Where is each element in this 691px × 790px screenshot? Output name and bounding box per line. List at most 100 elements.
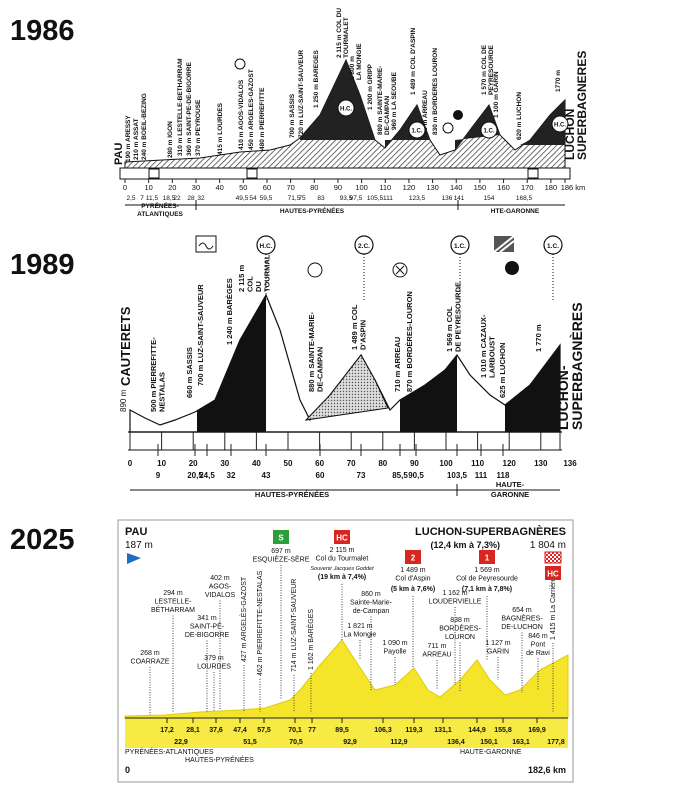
- km-label: 160: [497, 183, 510, 192]
- place-label: 625 m LUCHON: [498, 343, 507, 398]
- climb: [304, 354, 389, 421]
- km-label: 131,1: [434, 727, 452, 734]
- icon: [195, 235, 217, 253]
- year: 1986: [10, 15, 75, 47]
- place-label: 1 162 m: [442, 590, 467, 597]
- km-detail: 136: [442, 195, 453, 202]
- km-label: 155,8: [494, 727, 512, 734]
- km-label: 20: [189, 459, 198, 468]
- km-detail: 111: [383, 195, 393, 202]
- place-label: BAGNÈRES-: [501, 614, 543, 623]
- km-label: 120: [503, 459, 517, 468]
- start-altitude: 890 m: [119, 389, 128, 412]
- place-label: 370 m PEYROUSE: [195, 99, 202, 156]
- km-label: 70,5: [289, 739, 303, 746]
- km-label: 60: [263, 183, 271, 192]
- place-label: 880 m SAINTE-MARIE-: [307, 311, 316, 392]
- icon: [453, 110, 463, 120]
- km-label: 60: [315, 459, 324, 468]
- badge-text: 2: [411, 554, 416, 563]
- km-detail: 18,5: [163, 195, 176, 202]
- km-label: 70: [347, 459, 356, 468]
- region-label: GARONNE: [491, 490, 529, 499]
- note: Souvenir Jacques Goddet: [310, 566, 374, 572]
- badge-text: H.C.: [340, 107, 352, 113]
- place-label: Payolle: [384, 649, 407, 656]
- place-label: DE-CAMPAN: [384, 95, 391, 135]
- place-label: 838 m: [450, 617, 470, 624]
- place-label: 700 m LUZ-SAINT-SAUVEUR: [196, 284, 205, 386]
- icon: [527, 168, 539, 179]
- place-label: 1 489 m: [400, 567, 425, 574]
- place-label: DE-LUCHON: [501, 624, 543, 631]
- place-label: LARBOUST: [488, 336, 497, 378]
- km-detail: 7: [140, 195, 144, 202]
- place-label: 710 m ARREAU: [393, 337, 402, 392]
- km-label: 92,9: [343, 739, 357, 746]
- km-label: 0: [128, 459, 133, 468]
- finish-name: LUCHON-: [555, 365, 571, 430]
- km-detail: 141: [454, 195, 465, 202]
- icon: [493, 235, 515, 253]
- km-label: 163,1: [512, 739, 530, 746]
- km-label: 144,9: [468, 727, 486, 734]
- km-detail: 49,5: [236, 195, 249, 202]
- region-label: HAUTES-PYRÉNÉES: [255, 490, 329, 499]
- place-label: 846 m: [528, 633, 548, 640]
- region-label: ATLANTIQUES: [137, 211, 183, 218]
- icon: [307, 262, 323, 278]
- place-label: AGOS-: [209, 584, 232, 591]
- category-badge: [480, 121, 498, 139]
- place-label: 415 m LOURDES: [217, 102, 224, 155]
- year: 1989: [10, 249, 75, 281]
- km-label: 80: [378, 459, 387, 468]
- km-label: 110: [471, 459, 484, 468]
- km-label: 37,6: [209, 727, 223, 734]
- place-label: 711 m: [428, 643, 447, 650]
- km-label: 186 km: [561, 183, 586, 192]
- category-badge: [479, 550, 495, 564]
- category-badge: [545, 566, 561, 580]
- category-badge: [337, 99, 355, 117]
- region-label: HTE-GARONNE: [491, 208, 540, 215]
- km-detail: 24,5: [199, 471, 215, 480]
- place-label: DU: [254, 281, 263, 292]
- place-label: 480 m PIERREFITTE: [259, 87, 266, 150]
- km-detail: 20,5: [187, 471, 203, 480]
- km-detail: 60: [316, 471, 325, 480]
- place-label: TOURMALET: [263, 245, 272, 292]
- km-label: 40: [215, 183, 223, 192]
- place-label: BORDÈRES-: [439, 624, 481, 633]
- place-label: DE PEYRESOURDE: [454, 282, 463, 352]
- place-label: 880 m SAINTE-MARIE-: [377, 66, 384, 135]
- km-detail: 97,5: [350, 195, 363, 202]
- place-label: 660 m SASSIS: [185, 347, 194, 398]
- badge-text: 2.C.: [358, 243, 370, 250]
- finish-name: SUPERBAGNÈRES: [569, 302, 585, 430]
- place-label: LOURON: [445, 634, 475, 641]
- km-label: 70: [286, 183, 294, 192]
- km-detail: 118: [497, 471, 510, 480]
- badge-text: HC: [336, 534, 348, 543]
- climb: [197, 295, 266, 432]
- place-label: 1 489 m COL D'ASPIN: [410, 28, 417, 95]
- km-detail: 75: [298, 195, 306, 202]
- icon: [246, 168, 258, 179]
- place-label: SAINT-PÉ-: [190, 622, 225, 631]
- profile-1989: [128, 235, 562, 496]
- region-label: HAUTES-PYRÉNÉES: [185, 755, 254, 764]
- place-label: 1 100 m GARIN: [493, 71, 500, 118]
- place-label: 1 569 m: [474, 567, 499, 574]
- km-label: 136,4: [447, 739, 465, 746]
- climb-note: (5 km à 7,6%): [391, 586, 435, 593]
- km-label: 57,5: [257, 727, 271, 734]
- place-label: 1 250 m BAREGES: [313, 50, 320, 108]
- km-detail: 43: [262, 471, 271, 480]
- place-label: COL: [246, 276, 255, 292]
- km-label: 130: [534, 459, 548, 468]
- badge-text: 1.C.: [547, 243, 559, 250]
- place-label: de Ravi: [526, 650, 550, 657]
- km-label: 30: [220, 459, 229, 468]
- place-label: 379 m: [204, 655, 224, 662]
- icon: [234, 58, 246, 70]
